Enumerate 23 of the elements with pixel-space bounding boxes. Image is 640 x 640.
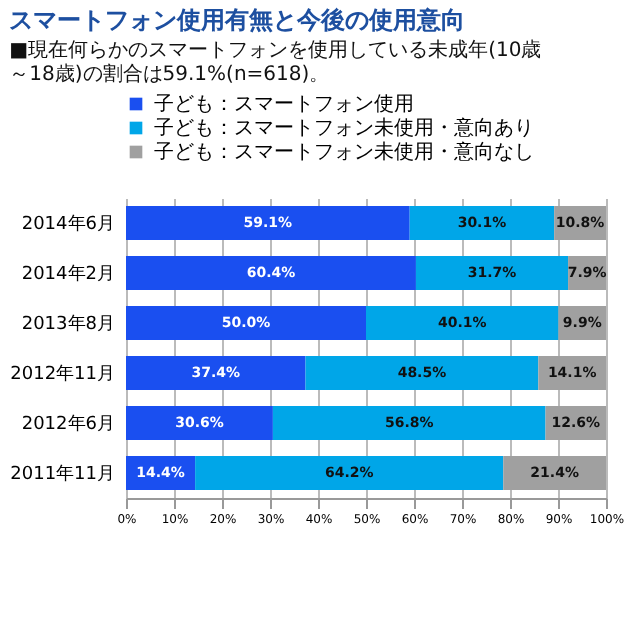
bar — [126, 256, 416, 290]
legend-label: 子ども：スマートフォン未使用・意向あり — [154, 116, 534, 140]
bar — [126, 356, 306, 390]
bar — [415, 256, 569, 290]
bar — [409, 206, 555, 240]
bar — [366, 306, 559, 340]
y-tick-label: 2014年6月 — [21, 213, 115, 235]
y-tick-label: 2012年6月 — [21, 413, 115, 435]
bar — [305, 356, 539, 390]
y-tick-label: 2012年11月 — [10, 363, 115, 385]
y-tick-label: 2013年8月 — [21, 313, 115, 335]
y-tick-label: 2014年2月 — [21, 263, 115, 285]
bar — [126, 206, 410, 240]
bar — [195, 456, 504, 490]
bar — [126, 306, 366, 340]
bar — [503, 456, 606, 490]
y-tick-label: 2011年11月 — [10, 463, 115, 485]
legend-label: 子ども：スマートフォン未使用・意向なし — [154, 140, 534, 164]
chart-subtitle: ■現在何らかのスマートフォンを使用している未成年(10歳～18歳)の割合は59.1%(n=618)。 — [9, 38, 542, 86]
bar — [272, 406, 546, 440]
legend-label: 子ども：スマートフォン使用 — [154, 94, 414, 116]
chart-title: スマートフォン使用有無と今後の使用意向 — [9, 6, 466, 34]
bar — [126, 406, 273, 440]
